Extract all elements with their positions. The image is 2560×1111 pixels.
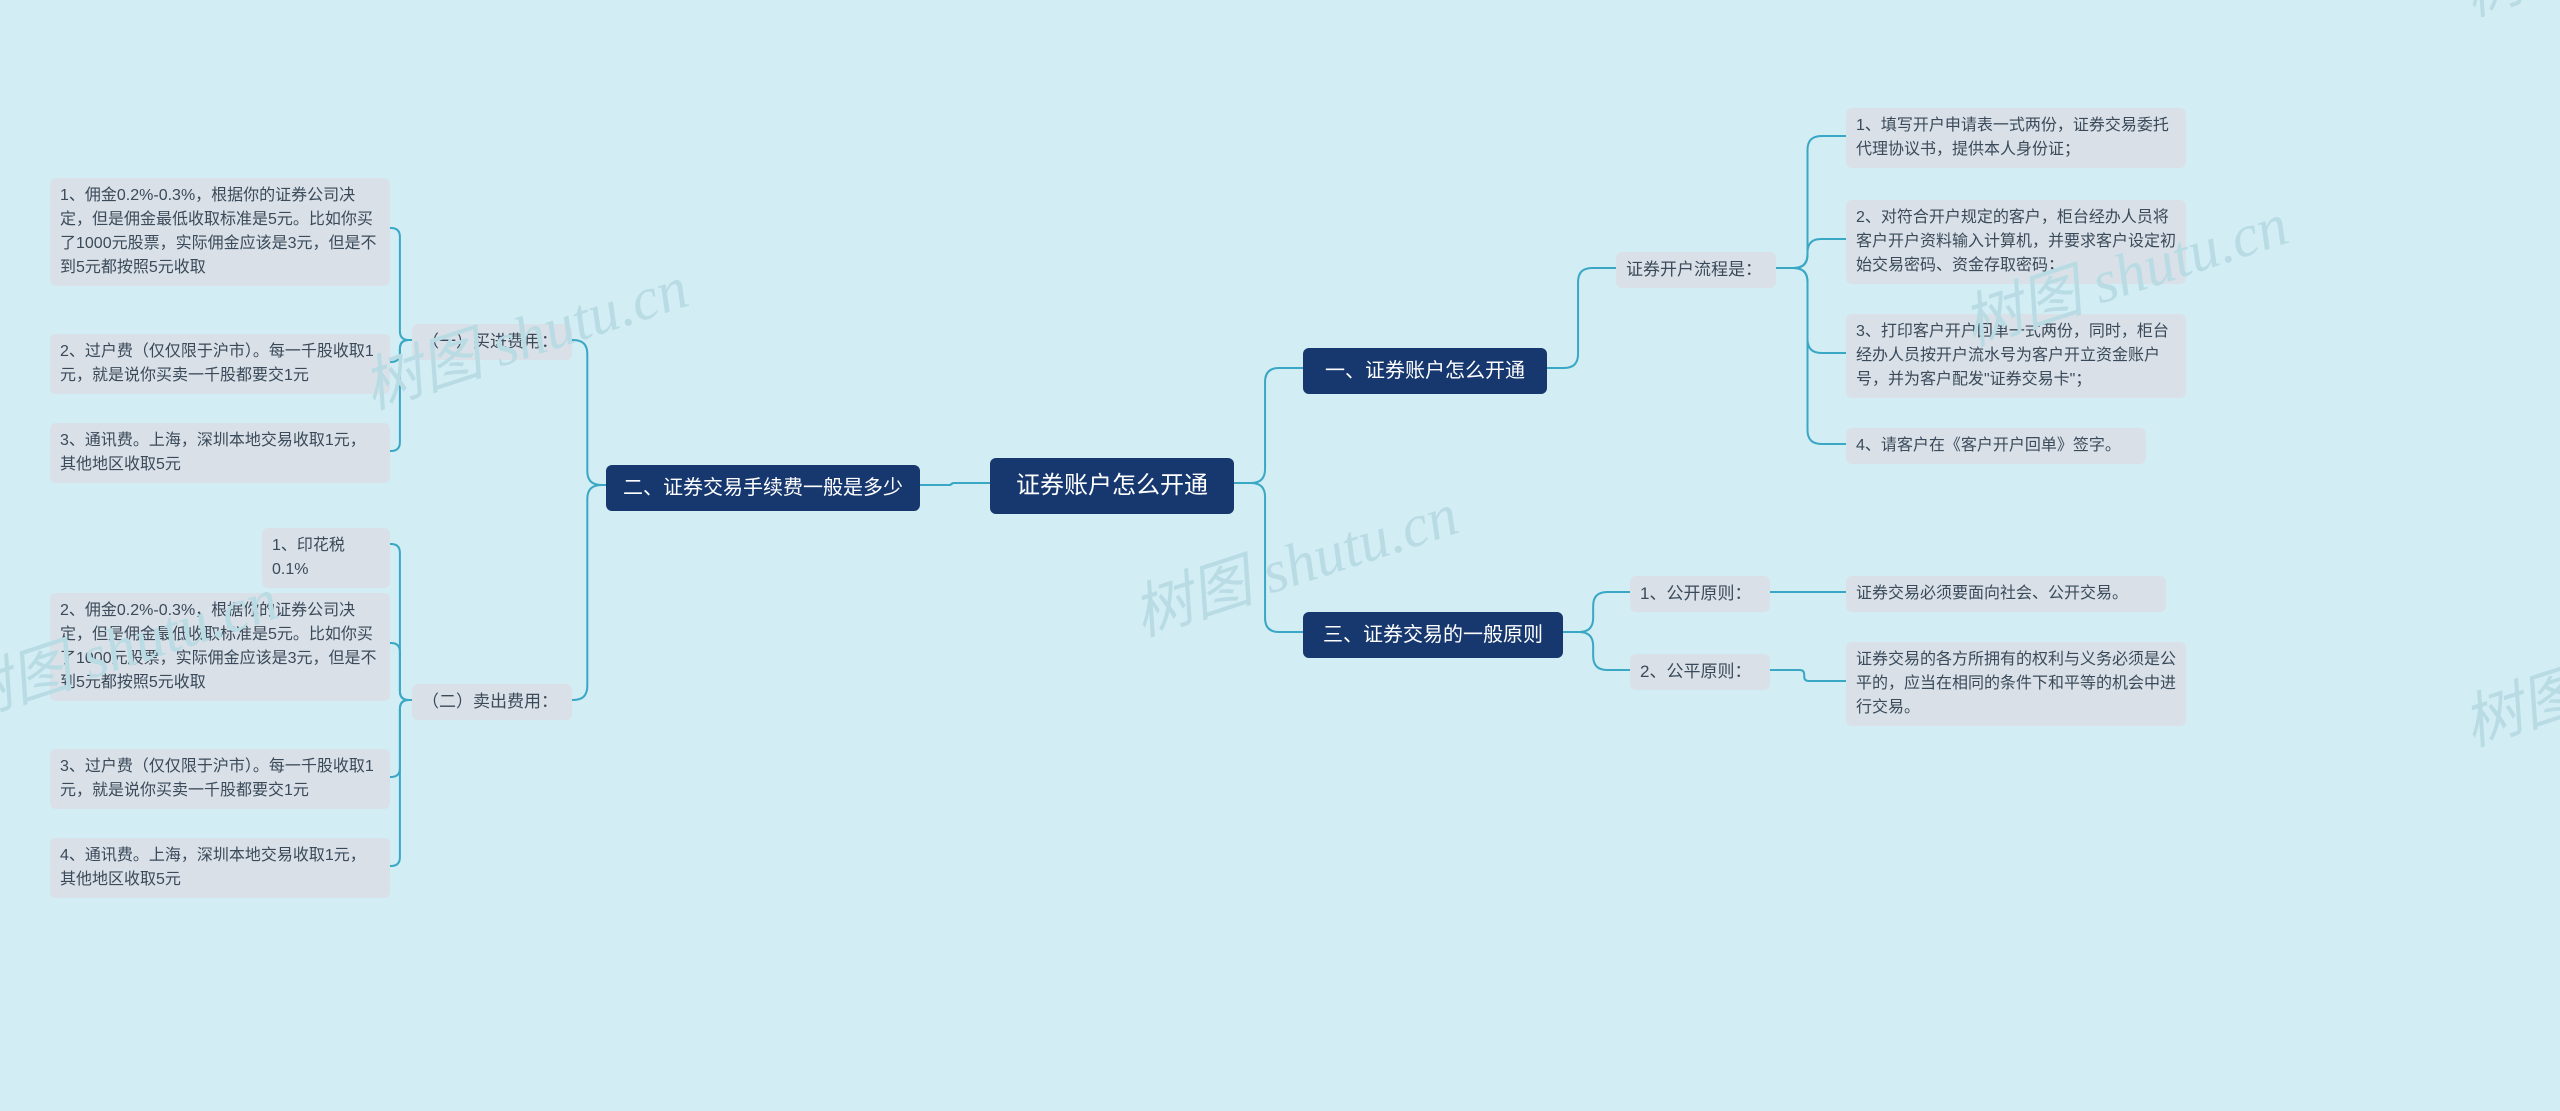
sub-right-0-0: 证券开户流程是： xyxy=(1616,252,1776,288)
sub-right-1-0: 1、公开原则： xyxy=(1630,576,1770,612)
leaf-right-1-0-0: 证券交易必须要面向社会、公开交易。 xyxy=(1846,576,2166,612)
branch-right-1: 三、证券交易的一般原则 xyxy=(1303,612,1563,658)
sub-left-0-1: （二）卖出费用： xyxy=(412,684,572,720)
leaf-right-0-0-1: 2、对符合开户规定的客户，柜台经办人员将客户开户资料输入计算机，并要求客户设定初… xyxy=(1846,200,2186,284)
leaf-right-0-0-2: 3、打印客户开户回单一式两份，同时，柜台经办人员按开户流水号为客户开立资金账户号… xyxy=(1846,314,2186,398)
sub-left-0-0: （一）买进费用： xyxy=(412,324,572,360)
leaf-right-0-0-0: 1、填写开户申请表一式两份，证券交易委托代理协议书，提供本人身份证； xyxy=(1846,108,2186,168)
leaf-left-0-1-2: 3、过户费（仅仅限于沪市）。每一千股收取1元，就是说你买卖一千股都要交1元 xyxy=(50,749,390,809)
branch-right-0: 一、证券账户怎么开通 xyxy=(1303,348,1547,394)
leaf-right-1-1-0: 证券交易的各方所拥有的权利与义务必须是公平的，应当在相同的条件下和平等的机会中进… xyxy=(1846,642,2186,726)
leaf-left-0-1-1: 2、佣金0.2%-0.3%，根据你的证券公司决定，但是佣金最低收取标准是5元。比… xyxy=(50,593,390,701)
root-node: 证券账户怎么开通 xyxy=(990,458,1234,514)
branch-left-0: 二、证券交易手续费一般是多少 xyxy=(606,465,920,511)
sub-right-1-1: 2、公平原则： xyxy=(1630,654,1770,690)
leaf-left-0-0-1: 2、过户费（仅仅限于沪市）。每一千股收取1元，就是说你买卖一千股都要交1元 xyxy=(50,334,390,394)
leaf-right-0-0-3: 4、请客户在《客户开户回单》签字。 xyxy=(1846,428,2146,464)
leaf-left-0-0-0: 1、佣金0.2%-0.3%，根据你的证券公司决定，但是佣金最低收取标准是5元。比… xyxy=(50,178,390,286)
leaf-left-0-0-2: 3、通讯费。上海，深圳本地交易收取1元，其他地区收取5元 xyxy=(50,423,390,483)
leaf-left-0-1-0: 1、印花税0.1% xyxy=(262,528,390,588)
leaf-left-0-1-3: 4、通讯费。上海，深圳本地交易收取1元，其他地区收取5元 xyxy=(50,838,390,898)
